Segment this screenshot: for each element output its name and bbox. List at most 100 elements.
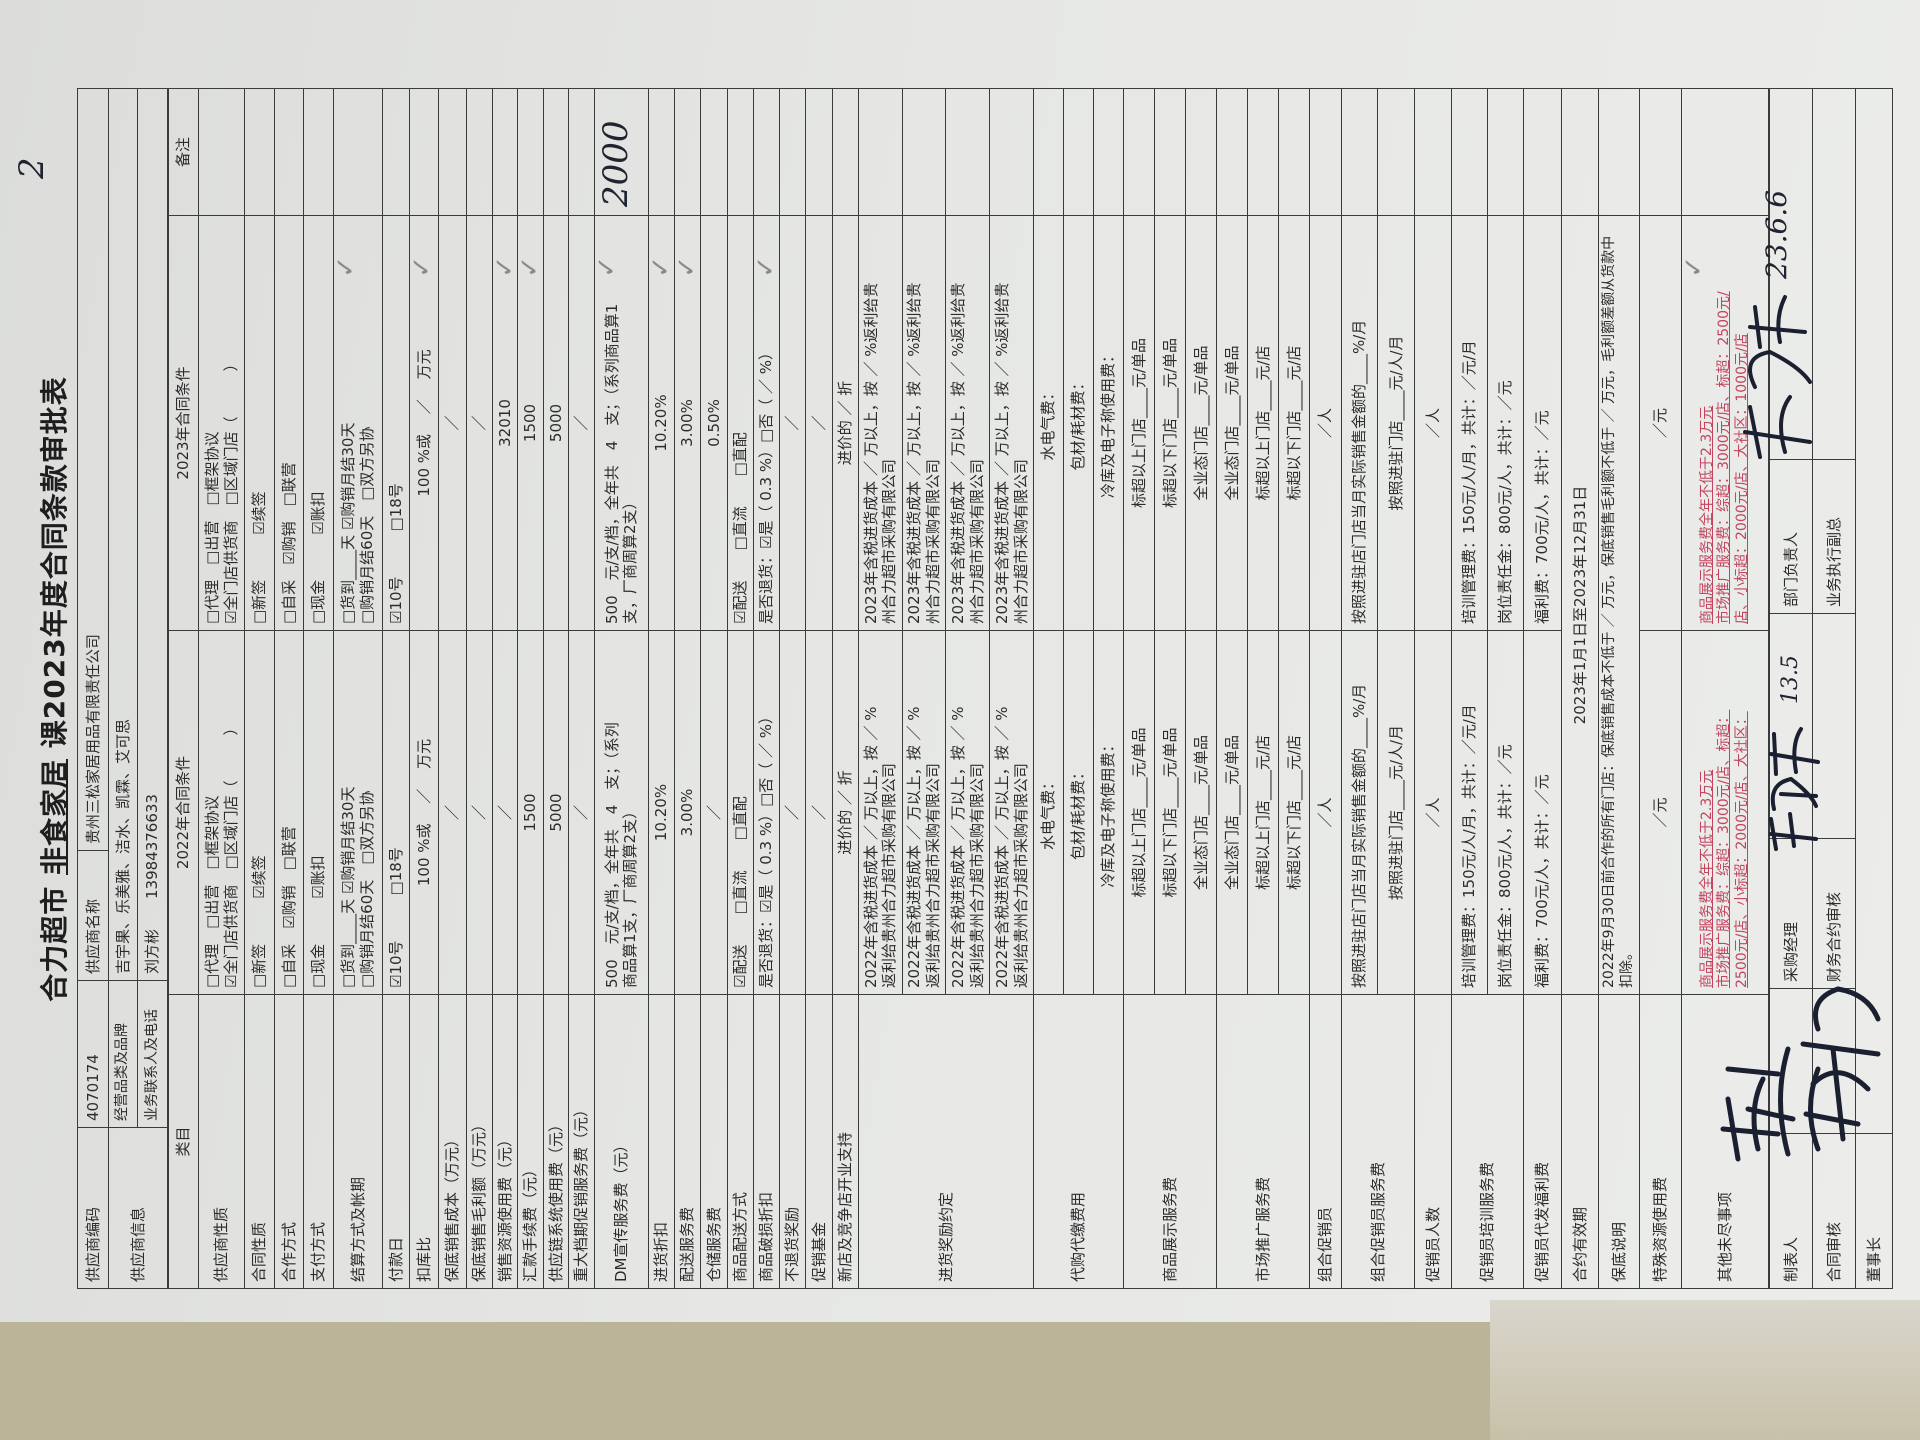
terms-2023-cell: 2023年含税进货成本 ／ 万以上，按 ／ %返利给贵 州合力超市采购有限公司 bbox=[902, 215, 946, 631]
check-mark-icon: ✓ bbox=[409, 256, 438, 278]
row-label: 汇款手续费（元） bbox=[517, 994, 544, 1289]
header-2022-terms: 2022年合同条件 bbox=[168, 630, 199, 995]
remarks-cell bbox=[244, 88, 275, 216]
title-prefix: 合力超市 bbox=[38, 874, 71, 1002]
terms-2022-cell: 全业态门店____元/单品 bbox=[1216, 630, 1248, 995]
terms-2023-cell: 标超以下门店____元/店 bbox=[1278, 215, 1310, 631]
row-label: 市场推广服务费 bbox=[1216, 994, 1310, 1289]
terms-2023-cell: 32010✓ bbox=[492, 215, 518, 631]
terms-row: 合同性质 □新签 ☑续签 □新签 ☑续签 bbox=[244, 88, 275, 1289]
terms-row: 结算方式及帐期 □货到____天 ☑购销月结30天 □购销月结60天 □双方另协 □货… bbox=[333, 88, 383, 1289]
terms-2022-cell: 福利费：700元/人，共计：／元 bbox=[1523, 630, 1562, 995]
terms-2023-cell: 福利费：700元/人，共计：／元 bbox=[1523, 215, 1562, 631]
terms-2022-cell: ／ bbox=[779, 630, 806, 995]
header-category: 类目 bbox=[168, 994, 199, 1289]
exec-vp-label: 业务执行副总 bbox=[1812, 459, 1856, 614]
row-label: 重大档期促销服务费（元） bbox=[568, 994, 595, 1289]
row-label: 进货折扣 bbox=[648, 994, 675, 1289]
terms-row: 商品破损折扣 是否退货：☑是（ 0.3 %）□否（ ／ %） 是否退货：☑是（ 0.… bbox=[753, 88, 780, 1289]
remarks-cell bbox=[1598, 88, 1640, 216]
terms-2022-cell: 进价的 ／ 折 bbox=[832, 630, 859, 995]
terms-2023-cell-line: □货到____天 ☑购销月结30天 bbox=[339, 422, 358, 624]
row-label: 合作方式 bbox=[274, 994, 304, 1289]
row-label: 组合促销员 bbox=[1309, 994, 1342, 1289]
remarks-cell bbox=[303, 88, 334, 216]
terms-2023-cell-line: 2023年含税进货成本 ／ 万以上，按 ／ %返利给贵 bbox=[949, 282, 968, 624]
terms-2022-cell: ／ bbox=[466, 630, 493, 995]
terms-2022-cell-line: 商品算1支，厂商周算2支） bbox=[621, 803, 640, 988]
row-label: DM宣传服务费（元） bbox=[594, 994, 649, 1289]
row-label: 促销员培训服务费 bbox=[1451, 994, 1524, 1289]
terms-2023-cell: □新签 ☑续签 bbox=[244, 215, 275, 631]
terms-2023-cell-line: □代理 □出营 □框架协议 bbox=[202, 431, 221, 624]
remarks-cell bbox=[382, 88, 410, 216]
terms-2023-cell: 0.50% bbox=[700, 215, 728, 631]
paper-background bbox=[0, 0, 1920, 1322]
terms-2023-cell: 全业态门店____元/单品 bbox=[1185, 215, 1217, 631]
terms-2023-cell-line: 州合力超市采购有限公司 bbox=[1011, 458, 1030, 624]
row-label: 支付方式 bbox=[303, 994, 334, 1289]
remarks-cell bbox=[1278, 88, 1310, 216]
terms-row: 销售资源使用费（元）／32010✓ bbox=[492, 88, 518, 1289]
row-label: 保底说明 bbox=[1598, 994, 1640, 1289]
terms-2022-cell: 2022年含税进货成本 ／ 万以上，按 ／ % 返利给贵州合力超市采购有限公司 bbox=[858, 630, 903, 995]
preparer-signature bbox=[1720, 986, 1881, 1162]
terms-2023-cell: 包材/耗材费： bbox=[1063, 215, 1094, 631]
terms-2022-cell-line: □代理 □出营 □框架协议 bbox=[202, 795, 221, 988]
terms-2022-cell: □现金 ☑账扣 bbox=[303, 630, 334, 995]
terms-2022-cell: 3.00% bbox=[674, 630, 701, 995]
title-row: 合力超市 非食家居 课2023年度合同条款审批表 2 bbox=[12, 89, 77, 1289]
terms-2023-cell: 标超以下门店____元/单品 bbox=[1154, 215, 1186, 631]
remarks-cell bbox=[568, 88, 595, 216]
contract-terms-table: 类目 2022年合同条件 2023年合同条件 备注 供应商性质 □代理 □出营 □… bbox=[168, 88, 1769, 1289]
remarks-cell bbox=[832, 88, 859, 216]
remarks-cell bbox=[543, 88, 569, 216]
terms-row: 市场推广服务费 全业态门店____元/单品 全业态门店____元/单品 bbox=[1216, 88, 1310, 1289]
title-department: 非食家居 bbox=[38, 758, 71, 875]
remarks-cell bbox=[517, 88, 544, 216]
terms-2022-cell: 标超以上门店____元/单品 bbox=[1123, 630, 1155, 995]
remarks-cell bbox=[1063, 88, 1094, 216]
terms-header-row: 类目 2022年合同条件 2023年合同条件 备注 bbox=[168, 88, 199, 1289]
terms-2023-cell: 冷库及电子称使用费： bbox=[1093, 215, 1124, 631]
check-mark-icon: ✓ bbox=[675, 256, 701, 278]
terms-2022-cell-line: 商品展示服务费全年不低于2.3万元 bbox=[1698, 769, 1715, 988]
terms-2023-cell: ／ bbox=[438, 215, 467, 631]
terms-2022-cell: ／ bbox=[438, 630, 467, 995]
terms-2023-cell-line: 2023年含税进货成本 ／ 万以上，按 ／ %返利给贵 bbox=[905, 282, 924, 624]
terms-2022-cell: ／ bbox=[805, 630, 833, 995]
terms-2023-cell-line: ☑全门店供货商 □区域门店（ ） bbox=[221, 356, 240, 624]
terms-2022-cell: 按照进驻店门店当月实际销售金额的____%/月 bbox=[1341, 630, 1378, 995]
remarks-cell bbox=[1681, 88, 1769, 216]
terms-2022-cell: ／ bbox=[568, 630, 595, 995]
terms-row: 组合促销员 ／人 ／人 bbox=[1309, 88, 1342, 1289]
terms-row: 合作方式 □自采 ☑购销 □联营 □自采 ☑购销 □联营 bbox=[274, 88, 304, 1289]
terms-row: 商品展示服务费 标超以上门店____元/单品 标超以上门店____元/单品 bbox=[1123, 88, 1217, 1289]
row-label: 代购代缴费用 bbox=[1033, 994, 1124, 1289]
terms-row: 新店及竞争店开业支持 进价的 ／ 折进价的 ／ 折 bbox=[832, 88, 859, 1289]
terms-row: 合约有效期 2023年1月1日至2023年12月31日 bbox=[1561, 88, 1599, 1289]
terms-2023-cell-line: 500 元/支/档，全年共 4 支；（系列商品算1 bbox=[602, 303, 621, 624]
remarks-cell bbox=[1523, 88, 1562, 216]
row-label: 扣库比 bbox=[409, 994, 439, 1289]
header-remarks: 备注 bbox=[168, 88, 199, 216]
remarks-cell bbox=[1377, 88, 1415, 216]
terms-row: 商品配送方式 ☑配送 □直流 □直配 ☑配送 □直流 □直配 bbox=[727, 88, 754, 1289]
terms-2022-cell: ☑10号 □18号 bbox=[382, 630, 410, 995]
terms-row: 供应链系统使用费（元） 5000 5000 bbox=[543, 88, 569, 1289]
terms-2022-cell-line: 2022年含税进货成本 ／ 万以上，按 ／ % bbox=[992, 706, 1011, 988]
terms-2022-cell: □代理 □出营 □框架协议 ☑全门店供货商 □区域门店（ ） bbox=[198, 630, 245, 995]
row-label: 保底销售成本（万元） bbox=[438, 994, 467, 1289]
remarks-cell bbox=[753, 88, 780, 216]
terms-2022-cell-line: 500 元/支/档，全年共 4 支；（系列 bbox=[602, 722, 621, 988]
terms-2023-cell: ／人 bbox=[1309, 215, 1342, 631]
dept-head-label: 部门负责人 bbox=[1769, 459, 1813, 614]
merged-terms-cell: 2022年9月30日前合作的所有门店：保底销售成本不低于 ／ 万元，保底销售毛利… bbox=[1598, 215, 1640, 995]
terms-2023-cell: 水电气费： bbox=[1033, 215, 1064, 631]
row-label: 付款日 bbox=[382, 994, 410, 1289]
terms-2022-cell: 商品展示服务费全年不低于2.3万元 市场推广服务费：综超：3000元/店、标超： 2… bbox=[1681, 630, 1769, 995]
supplier-info-label: 供应商信息 bbox=[108, 1127, 168, 1289]
row-label: 仓储服务费 bbox=[700, 994, 728, 1289]
terms-2022-cell-line: ☑全门店供货商 □区域门店（ ） bbox=[221, 720, 240, 988]
terms-2023-cell: 培训管理费：150元/人/月，共计：／元/月 bbox=[1451, 215, 1488, 631]
